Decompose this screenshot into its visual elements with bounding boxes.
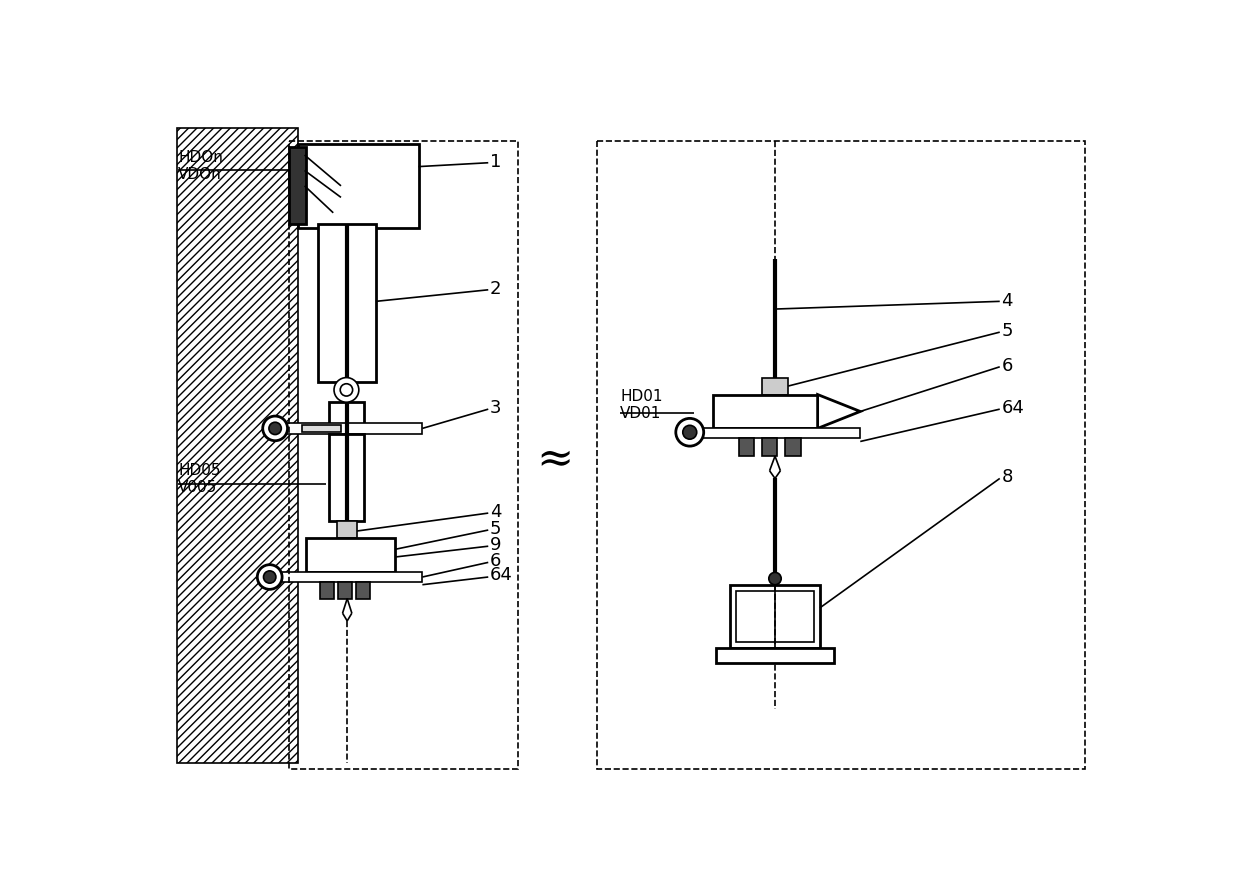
Text: 5: 5 [490, 520, 501, 537]
Text: 4: 4 [1002, 291, 1013, 310]
Bar [289, 141, 518, 769]
Bar [730, 584, 820, 648]
Circle shape [269, 423, 281, 435]
Circle shape [340, 384, 352, 396]
Bar [317, 224, 376, 382]
Bar [275, 423, 423, 434]
Bar [330, 402, 365, 424]
Text: HD01: HD01 [620, 388, 662, 403]
Text: 6: 6 [490, 552, 501, 570]
Text: 9: 9 [490, 536, 501, 554]
Bar [320, 582, 334, 598]
Text: 1: 1 [490, 153, 501, 171]
Bar [739, 438, 754, 456]
Bar [303, 424, 341, 432]
Text: HD05: HD05 [179, 463, 221, 479]
Bar [737, 591, 813, 641]
Bar [337, 521, 357, 538]
Bar [176, 128, 299, 763]
Text: 64: 64 [1002, 399, 1024, 416]
Bar [306, 538, 396, 572]
Bar [717, 648, 833, 663]
Text: V005: V005 [179, 480, 217, 495]
Bar [289, 147, 306, 224]
Bar [785, 438, 801, 456]
Text: 2: 2 [490, 280, 501, 298]
Text: 3: 3 [490, 399, 501, 417]
Polygon shape [817, 395, 861, 429]
Bar [713, 395, 817, 429]
Bar [337, 582, 352, 598]
Circle shape [334, 378, 358, 402]
Bar [270, 572, 423, 582]
Circle shape [683, 425, 697, 439]
Text: 64: 64 [490, 566, 512, 584]
Bar [330, 434, 365, 521]
Bar [761, 438, 777, 456]
Bar [299, 144, 419, 228]
Text: 8: 8 [1002, 468, 1013, 486]
Text: HDOn: HDOn [179, 150, 223, 164]
Circle shape [676, 418, 704, 446]
Text: 6: 6 [1002, 357, 1013, 375]
Bar [761, 378, 789, 396]
Bar [689, 428, 861, 438]
Text: VD01: VD01 [620, 405, 661, 421]
Text: VDOn: VDOn [179, 167, 222, 182]
Text: 5: 5 [1002, 322, 1013, 340]
Circle shape [263, 416, 288, 441]
Bar [596, 141, 1085, 769]
Circle shape [769, 572, 781, 584]
Bar [356, 582, 370, 598]
Circle shape [263, 570, 275, 583]
Text: 4: 4 [490, 502, 501, 521]
Text: ≈: ≈ [536, 438, 574, 480]
Circle shape [258, 564, 281, 590]
